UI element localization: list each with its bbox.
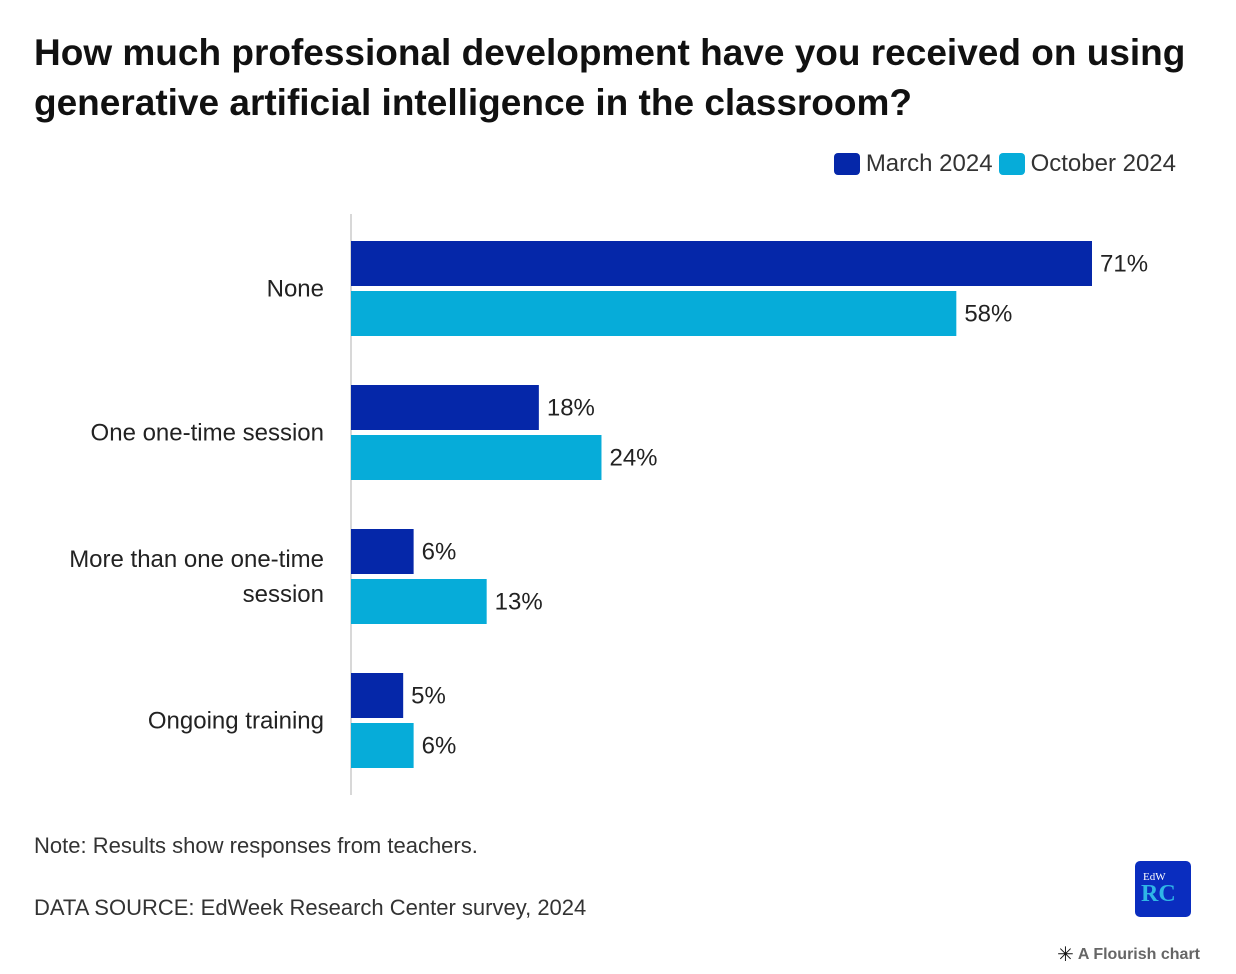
logo-top-text: EdW — [1143, 871, 1166, 883]
flourish-star-icon: ✳ — [1057, 944, 1074, 966]
chart-note: Note: Results show responses from teache… — [34, 833, 478, 858]
bar[interactable] — [351, 723, 414, 768]
flourish-attribution-text: A Flourish chart — [1077, 946, 1200, 963]
category-label: None — [267, 276, 324, 303]
bar-value-label: 24% — [609, 445, 657, 472]
bar[interactable] — [351, 291, 957, 336]
category-label: Ongoing training — [148, 708, 324, 735]
bar-value-label: 71% — [1100, 251, 1148, 278]
chart-title: How much professional development have y… — [34, 32, 1186, 123]
category-label: One one-time session — [91, 420, 324, 447]
bar-value-label: 6% — [422, 733, 457, 760]
bar[interactable] — [351, 385, 539, 430]
logo-bottom-text: RC — [1141, 881, 1176, 907]
bar-value-label: 58% — [964, 301, 1012, 328]
legend-label-october-2024: October 2024 — [1030, 150, 1176, 177]
bar[interactable] — [351, 673, 404, 718]
bar[interactable] — [351, 579, 487, 624]
bar-value-label: 5% — [411, 683, 446, 710]
bar-value-label: 18% — [547, 395, 595, 422]
legend-item-october-2024[interactable]: October 2024 — [998, 150, 1176, 178]
legend-swatch-march-2024 — [833, 153, 860, 175]
bar[interactable] — [351, 241, 1092, 286]
bar[interactable] — [351, 435, 602, 480]
flourish-attribution[interactable]: ✳ A Flourish chart — [1057, 944, 1200, 966]
bar-value-label: 6% — [422, 539, 457, 566]
edweek-rc-logo: EdW RC — [1135, 861, 1191, 917]
bar[interactable] — [351, 529, 414, 574]
category-label: session — [243, 581, 324, 608]
bar-chart: None 71% 58% One one-time session 18% 24% More… — [69, 214, 1148, 795]
legend-item-march-2024[interactable]: March 2024 — [833, 150, 993, 178]
category-label: More than one one-time — [69, 546, 324, 573]
legend-label-march-2024: March 2024 — [865, 150, 993, 177]
data-source: DATA SOURCE: EdWeek Research Center surv… — [34, 895, 587, 920]
legend-swatch-october-2024 — [998, 153, 1025, 175]
bar-value-label: 13% — [495, 589, 543, 616]
chart-legend: March 2024 October 2024 — [833, 150, 1176, 178]
